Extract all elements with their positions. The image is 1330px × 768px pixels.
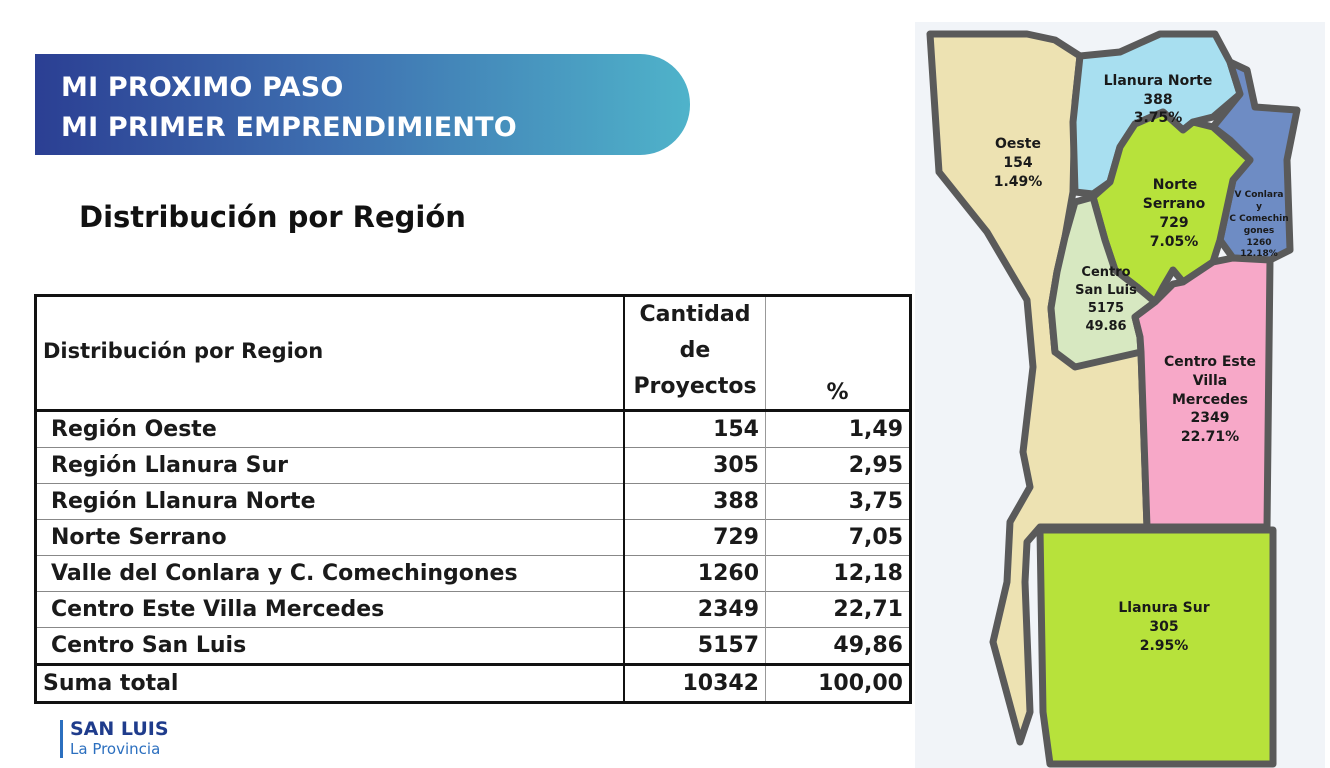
map-label-conlara-line-2: y (1256, 202, 1262, 212)
row-percent: 12,18 (833, 561, 903, 586)
distribution-table: Distribución por Region Cantidad de Proy… (34, 294, 912, 704)
row-quantity: 388 (623, 483, 766, 520)
table-total-row: Suma total 10342 100,00 (35, 664, 911, 703)
map-label-llanura-norte-pct: 3.75% (1134, 110, 1183, 126)
map-labels: Oeste 154 1.49% Llanura Norte 388 3.75% … (994, 73, 1289, 654)
map-label-conlara-line-1: V Conlara (1235, 190, 1284, 200)
table-row: Región Oeste 154 1,49 (35, 410, 911, 448)
map-label-conlara-pct: 12.18% (1240, 249, 1278, 259)
map-label-centro-san-luis-count: 5175 (1088, 301, 1124, 316)
map-label-norte-serrano-count: 729 (1159, 215, 1188, 231)
map-label-llanura-sur-name: Llanura Sur (1118, 600, 1209, 616)
table-row: Centro San Luis 5157 49,86 (35, 627, 911, 665)
total-label: Suma total (43, 671, 179, 696)
row-region: Centro San Luis (51, 633, 247, 658)
row-quantity: 305 (623, 447, 766, 484)
table-row: Región Llanura Sur 305 2,95 (35, 447, 911, 484)
banner-title-line-2: MI PRIMER EMPRENDIMIENTO (61, 112, 517, 143)
row-percent: 1,49 (848, 417, 903, 442)
header-region: Distribución por Region (43, 339, 324, 363)
header-quantity-line-3: Proyectos (633, 374, 757, 399)
map-label-centro-este-line-2: Villa (1193, 373, 1227, 389)
row-quantity: 5157 (623, 627, 766, 665)
map-region-llanura-sur (1036, 526, 1277, 768)
map-label-centro-este-pct: 22.71% (1181, 429, 1239, 445)
header-percent: % (826, 380, 849, 405)
logo-bar (60, 720, 63, 758)
row-region: Norte Serrano (51, 525, 227, 550)
map-label-centro-san-luis-line-1: Centro (1081, 265, 1130, 280)
row-percent: 2,95 (848, 453, 903, 478)
map-label-centro-este-line-3: Mercedes (1172, 392, 1248, 408)
title-banner: MI PROXIMO PASO MI PRIMER EMPRENDIMIENTO (35, 54, 690, 155)
map-label-norte-serrano-line-2: Serrano (1143, 196, 1206, 212)
total-quantity: 10342 (623, 664, 766, 703)
map-label-llanura-sur-pct: 2.95% (1140, 638, 1189, 654)
map-label-oeste-name: Oeste (995, 136, 1041, 152)
map-label-centro-este-count: 2349 (1191, 410, 1230, 426)
table-row: Norte Serrano 729 7,05 (35, 519, 911, 556)
map-label-llanura-norte-count: 388 (1143, 92, 1172, 108)
map-label-centro-este-line-1: Centro Este (1164, 354, 1256, 370)
row-region: Valle del Conlara y C. Comechingones (51, 561, 518, 586)
table-row: Centro Este Villa Mercedes 2349 22,71 (35, 591, 911, 628)
row-quantity: 154 (623, 410, 766, 448)
region-map: Oeste 154 1.49% Llanura Norte 388 3.75% … (915, 22, 1325, 768)
banner-title-line-1: MI PROXIMO PASO (61, 72, 344, 103)
section-subtitle: Distribución por Región (79, 200, 466, 234)
map-label-norte-serrano-line-1: Norte (1153, 177, 1197, 193)
row-percent: 7,05 (848, 525, 903, 550)
map-label-norte-serrano-pct: 7.05% (1150, 234, 1199, 250)
total-percent: 100,00 (818, 671, 903, 696)
row-quantity: 729 (623, 519, 766, 556)
row-percent: 3,75 (848, 489, 903, 514)
map-label-conlara-line-4: gones (1244, 226, 1275, 236)
header-quantity-line-2: de (679, 338, 711, 363)
row-region: Centro Este Villa Mercedes (51, 597, 385, 622)
table-row: Región Llanura Norte 388 3,75 (35, 483, 911, 520)
map-label-conlara-count: 1260 (1246, 238, 1271, 248)
row-percent: 22,71 (833, 597, 903, 622)
map-label-conlara-line-3: C Comechin (1229, 214, 1288, 224)
map-label-oeste-pct: 1.49% (994, 174, 1043, 190)
row-quantity: 1260 (623, 555, 766, 592)
row-region: Región Oeste (51, 417, 217, 442)
header-quantity-line-1: Cantidad (639, 302, 751, 327)
row-region: Región Llanura Sur (51, 453, 289, 478)
map-region-centro-este (1131, 254, 1274, 531)
row-percent: 49,86 (833, 633, 903, 658)
map-label-oeste-count: 154 (1003, 155, 1032, 171)
row-region: Región Llanura Norte (51, 489, 316, 514)
map-label-llanura-norte-name: Llanura Norte (1104, 73, 1213, 89)
map-label-centro-san-luis-pct: 49.86 (1085, 319, 1126, 334)
logo-subtitle: La Provincia (70, 740, 161, 758)
row-quantity: 2349 (623, 591, 766, 628)
map-label-centro-san-luis-line-2: San Luis (1075, 283, 1137, 298)
table-header-row: Distribución por Region Cantidad de Proy… (35, 295, 911, 411)
table-row: Valle del Conlara y C. Comechingones 126… (35, 555, 911, 592)
header-quantity: Cantidad de Proyectos (623, 295, 766, 411)
map-label-llanura-sur-count: 305 (1149, 619, 1178, 635)
logo-title: SAN LUIS (70, 718, 169, 740)
